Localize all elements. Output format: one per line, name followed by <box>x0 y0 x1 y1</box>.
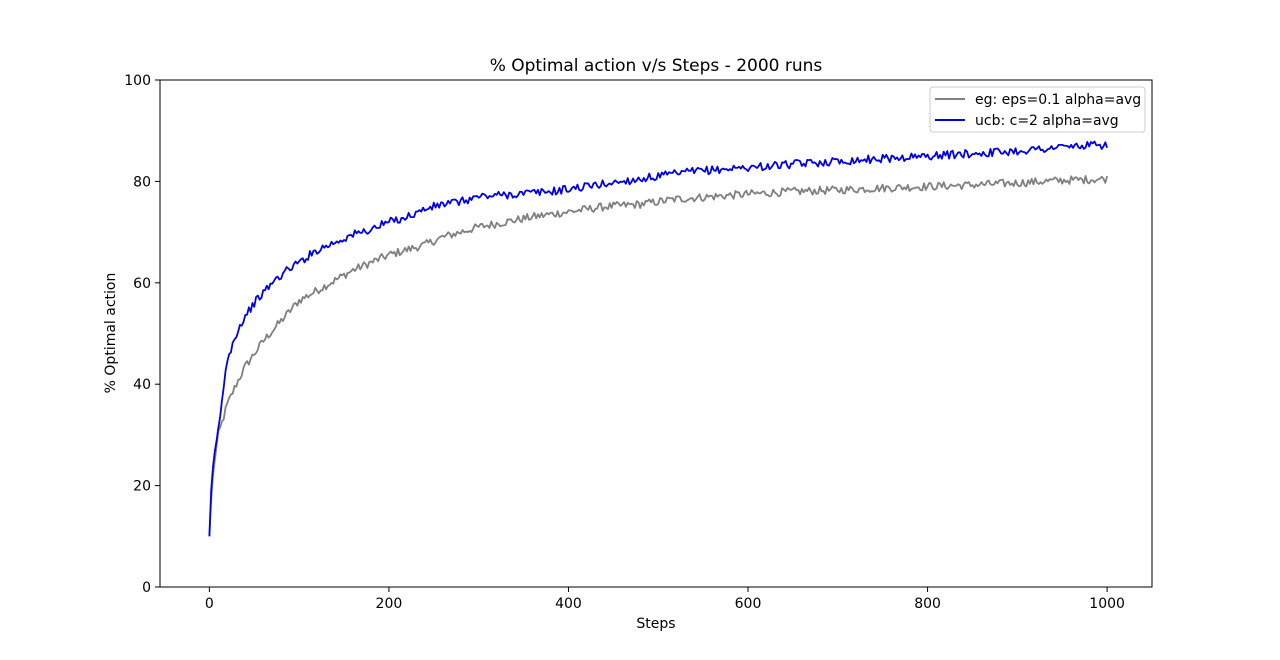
y-tick-label: 20 <box>133 479 151 495</box>
y-tick-label: 40 <box>133 377 151 393</box>
series-line-2 <box>208 140 1108 537</box>
y-tick-label: 100 <box>124 73 151 89</box>
x-tick-label: 200 <box>376 596 403 612</box>
y-axis: 0 20 40 60 80 100 <box>124 73 160 596</box>
x-axis-label: Steps <box>636 616 675 632</box>
plot-frame <box>159 79 1153 588</box>
x-tick-label: 1000 <box>1089 596 1125 612</box>
y-tick-label: 60 <box>133 276 151 292</box>
x-tick-label: 400 <box>555 596 582 612</box>
plot-area <box>159 79 1153 588</box>
legend-box <box>929 86 1146 133</box>
series-line-1 <box>208 175 1108 537</box>
legend: eg: eps=0.1 alpha=avg ucb: c=2 alpha=avg <box>929 86 1146 133</box>
chart-title: % Optimal action v/s Steps - 2000 runs <box>490 56 823 76</box>
legend-label: eg: eps=0.1 alpha=avg <box>975 92 1141 108</box>
y-tick-label: 0 <box>142 580 151 596</box>
x-tick-label: 0 <box>205 596 214 612</box>
y-axis-label: % Optimal action <box>103 273 119 394</box>
y-tick-label: 80 <box>133 174 151 190</box>
x-axis: 0 200 400 600 800 1000 <box>205 587 1125 612</box>
legend-label: ucb: c=2 alpha=avg <box>975 113 1119 129</box>
x-tick-label: 800 <box>914 596 941 612</box>
x-tick-label: 600 <box>735 596 762 612</box>
